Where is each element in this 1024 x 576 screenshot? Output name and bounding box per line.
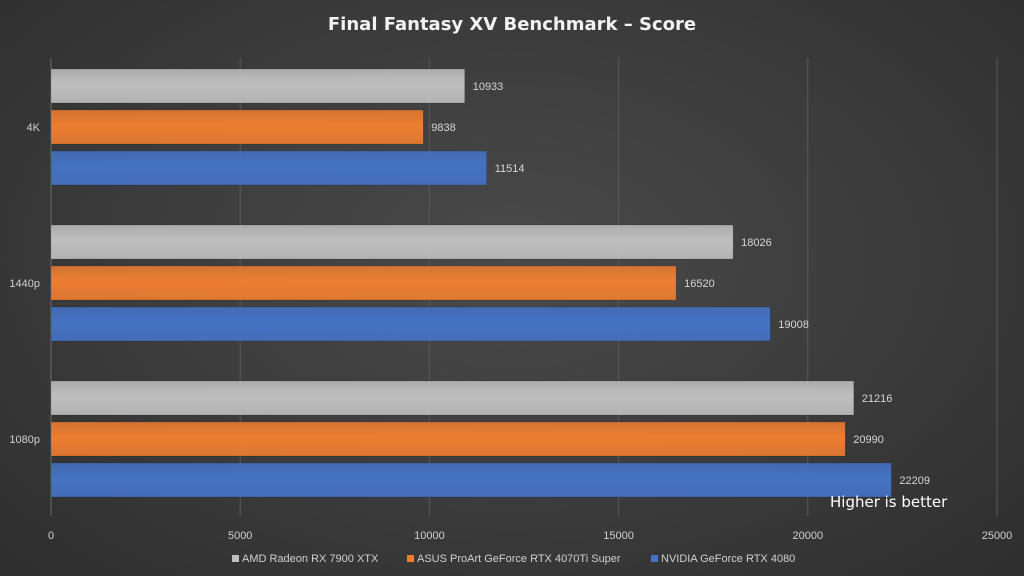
legend: AMD Radeon RX 7900 XTX ASUS ProArt GeForc… xyxy=(232,553,795,565)
bar-1080p-1 xyxy=(50,421,846,457)
category-label: 1080p xyxy=(9,434,40,446)
x-tick-label: 0 xyxy=(48,530,54,542)
data-label: 16520 xyxy=(684,278,715,290)
data-label: 18026 xyxy=(741,237,772,249)
x-axis-ticks: 0 5000 10000 15000 20000 25000 xyxy=(48,530,1012,542)
bar-1440p-0 xyxy=(50,224,734,260)
x-tick-label: 10000 xyxy=(414,530,445,542)
bar-4K-1 xyxy=(50,109,424,145)
bar-4K-0 xyxy=(50,68,465,104)
data-labels: 10933 9838 11514 18026 16520 19008 21216 20990 2… xyxy=(431,81,930,487)
bar-1440p-1 xyxy=(50,265,677,301)
data-label: 11514 xyxy=(495,163,525,175)
data-label: 10933 xyxy=(473,81,504,93)
bar-1440p-2 xyxy=(50,306,771,342)
x-tick-label: 20000 xyxy=(793,530,824,542)
bar-1080p-0 xyxy=(50,380,855,416)
x-tick-label: 5000 xyxy=(228,530,252,542)
legend-swatch xyxy=(407,555,414,562)
legend-label: ASUS ProArt GeForce RTX 4070Ti Super xyxy=(417,553,621,565)
category-label: 1440p xyxy=(9,278,40,290)
chart-title: Final Fantasy XV Benchmark – Score xyxy=(328,14,696,35)
legend-label: AMD Radeon RX 7900 XTX xyxy=(242,553,379,565)
bars xyxy=(50,68,892,498)
x-tick-label: 25000 xyxy=(982,530,1013,542)
legend-swatch xyxy=(651,555,658,562)
legend-label: NVIDIA GeForce RTX 4080 xyxy=(661,553,795,565)
data-label: 19008 xyxy=(778,319,809,331)
data-label: 21216 xyxy=(862,393,893,405)
y-axis-categories: 4K 1440p 1080p xyxy=(9,122,40,446)
legend-swatch xyxy=(232,555,239,562)
bar-4K-2 xyxy=(50,150,487,186)
bar-1080p-2 xyxy=(50,462,892,498)
x-tick-label: 15000 xyxy=(603,530,634,542)
category-label: 4K xyxy=(27,122,41,134)
data-label: 22209 xyxy=(899,475,930,487)
data-label: 20990 xyxy=(853,434,884,446)
data-label: 9838 xyxy=(431,122,455,134)
higher-is-better-note: Higher is better xyxy=(830,493,948,511)
